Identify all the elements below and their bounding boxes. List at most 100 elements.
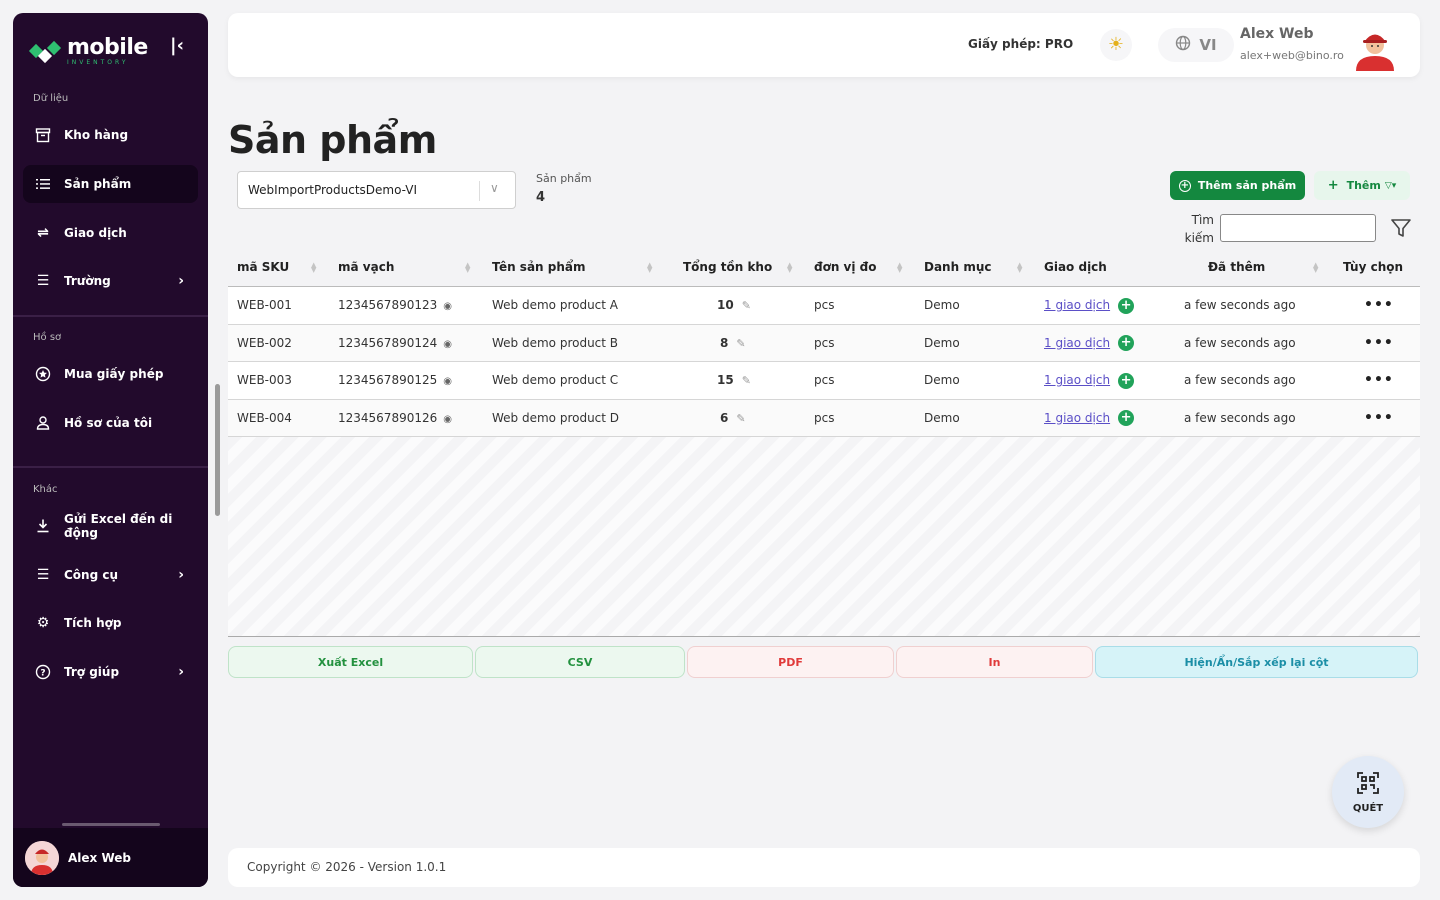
chevron-down-icon: ∨ bbox=[490, 181, 499, 195]
product-count-label: Sản phẩm bbox=[536, 172, 592, 185]
transactions-link[interactable]: 1 giao dịch bbox=[1044, 298, 1111, 312]
table-empty-area bbox=[228, 437, 1420, 637]
pencil-icon[interactable]: ✎ bbox=[736, 411, 746, 425]
table-row[interactable]: WEB-002 1234567890124 ◉ Web demo product … bbox=[228, 324, 1420, 363]
filter-icon[interactable] bbox=[1390, 217, 1412, 239]
column-header-added[interactable]: Đã thêm bbox=[1208, 260, 1266, 274]
add-transaction-icon[interactable]: + bbox=[1118, 372, 1135, 389]
sort-icon[interactable]: ▲ ▼ bbox=[647, 261, 653, 274]
search-input[interactable] bbox=[1220, 214, 1376, 242]
sidebar-item-products[interactable]: Sản phẩm bbox=[23, 165, 198, 203]
section-label-other: Khác bbox=[33, 484, 58, 495]
sidebar-item-send-excel[interactable]: Gửi Excel đến di động bbox=[23, 507, 198, 545]
barcode-text: 1234567890124 bbox=[338, 335, 438, 350]
brand-logo[interactable]: mobile INVENTORY bbox=[28, 29, 148, 73]
add-transaction-icon[interactable]: + bbox=[1118, 410, 1135, 426]
sort-icon[interactable]: ▲ ▼ bbox=[897, 261, 903, 274]
cell-sku: WEB-002 bbox=[237, 335, 292, 350]
sort-icon[interactable]: ▲ ▼ bbox=[787, 261, 793, 274]
table-row[interactable]: WEB-003 1234567890125 ◉ Web demo product … bbox=[228, 362, 1420, 400]
column-header-sku[interactable]: mã SKU bbox=[237, 260, 290, 274]
stock-value: 8 bbox=[720, 335, 729, 350]
avatar[interactable] bbox=[1352, 23, 1398, 71]
cell-unit: pcs bbox=[814, 373, 835, 387]
sort-icon[interactable]: ▲ ▼ bbox=[465, 261, 471, 274]
cell-added: a few seconds ago bbox=[1184, 298, 1296, 312]
sidebar-item-tools[interactable]: ☰ Công cụ › bbox=[23, 556, 198, 594]
more-options-icon[interactable]: ••• bbox=[1364, 372, 1394, 388]
pencil-icon[interactable]: ✎ bbox=[741, 299, 751, 312]
more-label: Thêm bbox=[1346, 179, 1381, 192]
scan-button[interactable]: QUÉT bbox=[1332, 756, 1404, 828]
more-options-icon[interactable]: ••• bbox=[1364, 409, 1394, 426]
sidebar-item-transactions[interactable]: ⇌ Giao dịch bbox=[23, 214, 198, 252]
cell-category: Demo bbox=[924, 298, 960, 312]
cell-transactions: 1 giao dịch + bbox=[1044, 287, 1135, 324]
cell-barcode: 1234567890124 ◉ bbox=[338, 325, 452, 363]
cell-category: Demo bbox=[924, 335, 960, 350]
search-label: Tìm kiếm bbox=[1184, 213, 1214, 245]
sidebar-user[interactable]: Alex Web bbox=[13, 828, 208, 887]
collapse-left-icon[interactable]: |‹ bbox=[170, 35, 184, 56]
svg-text:?: ? bbox=[40, 669, 45, 679]
cell-transactions: 1 giao dịch + bbox=[1044, 400, 1135, 437]
sidebar-item-warehouse[interactable]: Kho hàng bbox=[23, 116, 198, 154]
header-user-name[interactable]: Alex Web bbox=[1240, 26, 1314, 42]
more-options-icon[interactable]: ••• bbox=[1364, 334, 1394, 351]
sun-icon[interactable]: ☀ bbox=[1100, 29, 1132, 61]
page-scrollbar[interactable] bbox=[215, 384, 220, 516]
divider bbox=[13, 315, 208, 317]
column-header-total-stock[interactable]: Tổng tồn kho bbox=[683, 260, 773, 274]
language-code: VI bbox=[1199, 36, 1217, 54]
add-transaction-icon[interactable]: + bbox=[1118, 297, 1135, 314]
column-header-unit[interactable]: đơn vị đo bbox=[814, 260, 877, 274]
column-header-options: Tùy chọn bbox=[1343, 260, 1404, 274]
column-header-barcode[interactable]: mã vạch bbox=[338, 260, 395, 274]
cell-added: a few seconds ago bbox=[1184, 335, 1296, 350]
transactions-link[interactable]: 1 giao dịch bbox=[1044, 335, 1111, 350]
sidebar-item-buy-license[interactable]: Mua giấy phép bbox=[23, 355, 198, 393]
export-pdf-button[interactable]: PDF bbox=[687, 646, 894, 678]
column-header-category[interactable]: Danh mục bbox=[924, 260, 992, 274]
table-body: WEB-001 1234567890123 ◉ Web demo product … bbox=[228, 287, 1420, 437]
sidebar-item-label: Công cụ bbox=[64, 568, 119, 582]
eye-icon[interactable]: ◉ bbox=[443, 413, 452, 425]
add-transaction-icon[interactable]: + bbox=[1118, 335, 1135, 351]
archive-icon bbox=[35, 127, 51, 143]
sidebar-item-fields[interactable]: ☰ Trường › bbox=[23, 262, 198, 300]
inventory-select[interactable]: WebImportProductsDemo-VI ∨ bbox=[237, 171, 516, 209]
column-header-product-name[interactable]: Tên sản phẩm bbox=[492, 260, 586, 274]
export-csv-button[interactable]: CSV bbox=[475, 646, 685, 678]
sort-icon[interactable]: ▲ ▼ bbox=[311, 261, 317, 274]
table-row[interactable]: WEB-004 1234567890126 ◉ Web demo product … bbox=[228, 399, 1420, 437]
export-excel-button[interactable]: Xuất Excel bbox=[228, 646, 473, 678]
sort-icon[interactable]: ▲ ▼ bbox=[1313, 261, 1319, 274]
pencil-icon[interactable]: ✎ bbox=[736, 336, 746, 350]
more-button[interactable]: + Thêm ▽▾ bbox=[1314, 171, 1410, 200]
cell-product-name: Web demo product A bbox=[492, 298, 618, 312]
eye-icon[interactable]: ◉ bbox=[443, 301, 452, 312]
sort-icon[interactable]: ▲ ▼ bbox=[1017, 261, 1023, 274]
sidebar-scroll-handle[interactable] bbox=[62, 823, 160, 826]
eye-icon[interactable]: ◉ bbox=[443, 338, 452, 350]
stock-value: 10 bbox=[717, 298, 734, 312]
sidebar-item-help[interactable]: ? Trợ giúp › bbox=[23, 653, 198, 691]
add-product-button[interactable]: + Thêm sản phẩm bbox=[1170, 171, 1305, 200]
transactions-link[interactable]: 1 giao dịch bbox=[1044, 373, 1111, 387]
more-options-icon[interactable]: ••• bbox=[1364, 297, 1394, 313]
license-status: Giấy phép: PRO bbox=[968, 37, 1073, 51]
stock-value: 6 bbox=[720, 410, 729, 425]
sidebar: mobile INVENTORY |‹ Dữ liệu Kho hàng Sản… bbox=[13, 13, 208, 887]
pencil-icon[interactable]: ✎ bbox=[741, 374, 751, 387]
column-visibility-button[interactable]: Hiện/Ẩn/Sắp xếp lại cột bbox=[1095, 646, 1418, 678]
cell-unit: pcs bbox=[814, 410, 835, 425]
cell-barcode: 1234567890125 ◉ bbox=[338, 362, 452, 400]
eye-icon[interactable]: ◉ bbox=[443, 376, 452, 387]
language-switcher[interactable]: VI bbox=[1158, 28, 1234, 62]
transactions-link[interactable]: 1 giao dịch bbox=[1044, 410, 1111, 425]
sidebar-item-integrations[interactable]: ⚙ Tích hợp bbox=[23, 604, 198, 642]
print-button[interactable]: In bbox=[896, 646, 1093, 678]
table-row[interactable]: WEB-001 1234567890123 ◉ Web demo product … bbox=[228, 287, 1420, 325]
sidebar-item-my-profile[interactable]: Hồ sơ của tôi bbox=[23, 404, 198, 442]
logo-icon bbox=[28, 37, 65, 65]
